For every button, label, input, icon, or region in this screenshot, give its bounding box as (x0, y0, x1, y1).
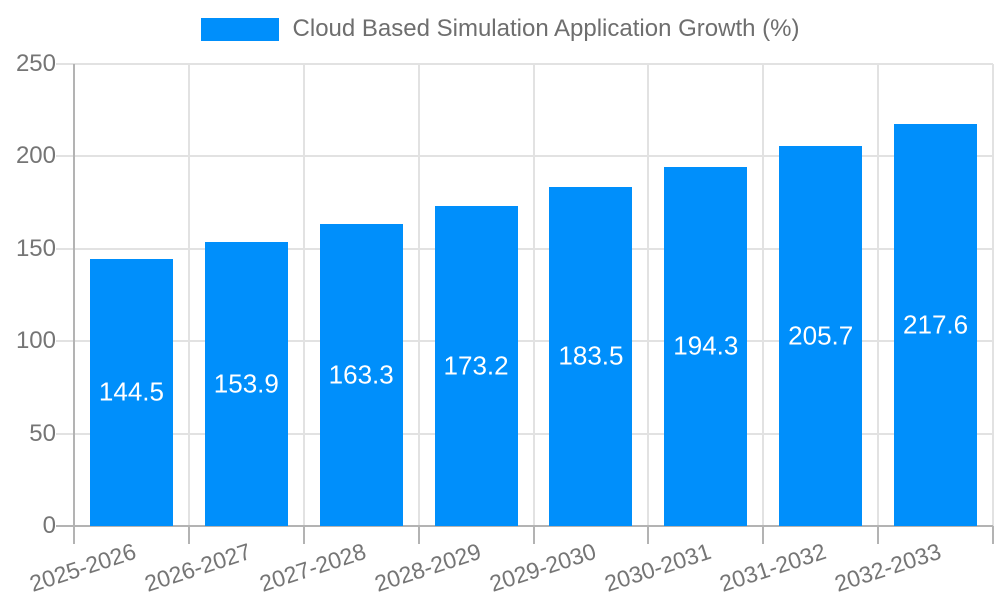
x-tick-label: 2029-2030 (486, 538, 600, 597)
bar[interactable] (549, 186, 632, 526)
x-gridline (533, 64, 535, 526)
bar-value-label: 194.3 (673, 330, 739, 361)
bar[interactable] (435, 205, 518, 526)
bar[interactable] (90, 258, 173, 526)
x-tick-label: 2030-2031 (601, 538, 715, 597)
x-gridline (647, 64, 649, 526)
x-gridline (992, 64, 994, 526)
x-gridline (418, 64, 420, 526)
y-gridline (56, 155, 993, 158)
bar[interactable] (664, 166, 747, 526)
y-tick-label: 200 (15, 142, 56, 170)
y-gridline (56, 247, 993, 250)
x-tick (992, 526, 994, 544)
y-gridline (56, 340, 993, 343)
bar-value-label: 183.5 (558, 340, 624, 371)
x-tick (533, 526, 535, 544)
bar-value-label: 163.3 (328, 359, 394, 390)
x-gridline (303, 64, 305, 526)
x-tick (303, 526, 305, 544)
y-tick-label: 150 (15, 234, 56, 262)
y-tick-label: 250 (15, 50, 56, 77)
x-tick-label: 2032-2033 (831, 538, 945, 597)
x-tick-label: 2027-2028 (256, 538, 370, 597)
y-gridline (56, 63, 993, 65)
bar[interactable] (894, 123, 977, 526)
bar-value-label: 153.9 (213, 368, 279, 399)
x-tick (647, 526, 649, 544)
x-tick (418, 526, 420, 544)
x-gridline (762, 64, 764, 526)
x-tick (877, 526, 879, 544)
y-tick-label: 0 (42, 512, 56, 539)
x-gridline (188, 64, 190, 526)
x-tick (762, 526, 764, 544)
x-axis-line (56, 525, 993, 527)
y-axis-line (73, 64, 75, 526)
bar-value-label: 205.7 (788, 320, 854, 351)
chart-title: Cloud Based Simulation Application Growt… (292, 15, 800, 42)
bar-value-label: 217.6 (903, 309, 969, 340)
x-tick-label: 2028-2029 (371, 538, 485, 597)
y-tick-label: 50 (29, 419, 56, 447)
bar[interactable] (779, 145, 862, 526)
bar-value-label: 144.5 (98, 376, 164, 407)
legend-swatch[interactable] (200, 17, 279, 41)
bar[interactable] (320, 224, 403, 526)
x-tick-label: 2026-2027 (141, 538, 255, 597)
x-tick-label: 2025-2026 (26, 538, 140, 597)
legend[interactable]: Cloud Based Simulation Application Growt… (0, 15, 1000, 43)
y-gridline (56, 432, 993, 435)
x-tick-label: 2031-2032 (716, 538, 830, 597)
bar[interactable] (205, 241, 288, 526)
x-tick (73, 526, 75, 544)
bar-value-label: 173.2 (443, 350, 509, 381)
x-gridline (877, 64, 879, 526)
y-tick-label: 100 (15, 327, 56, 355)
x-tick (188, 526, 190, 544)
